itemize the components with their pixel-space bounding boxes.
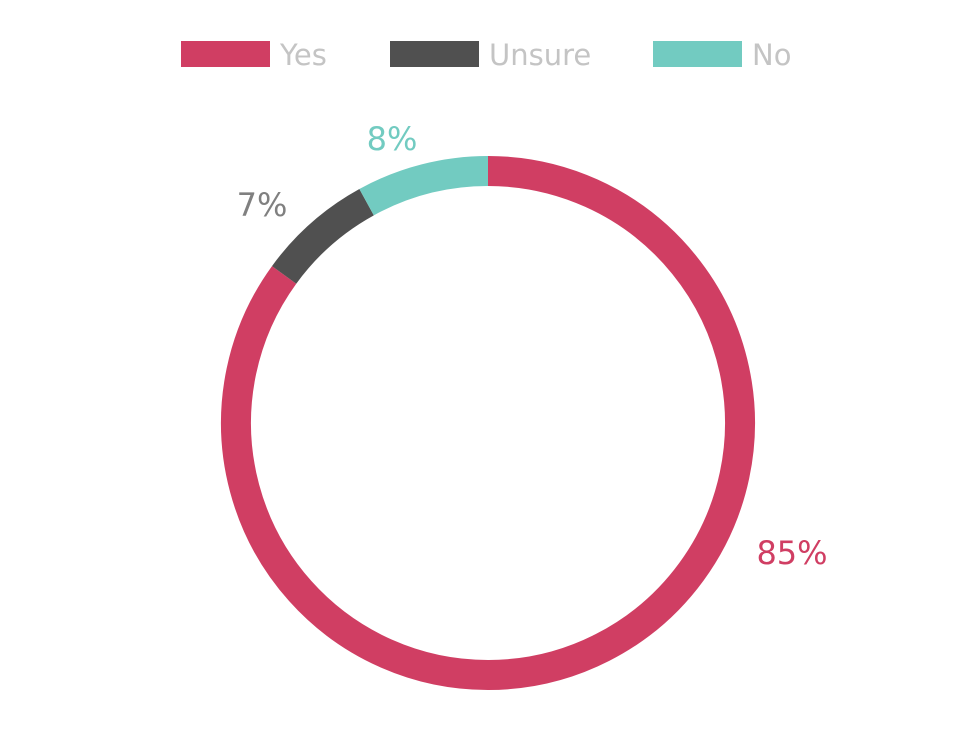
donut-slice-yes — [221, 156, 755, 690]
legend-label-unsure: Unsure — [489, 38, 591, 72]
slice-label-unsure: 7% — [237, 186, 288, 224]
donut-slice-unsure — [271, 189, 375, 284]
slice-label-yes: 85% — [756, 534, 827, 572]
legend-swatch-unsure — [390, 41, 479, 67]
slice-label-no: 8% — [367, 120, 418, 158]
legend-swatch-no — [653, 41, 742, 67]
donut-slice-no — [359, 156, 489, 216]
chart-legend: Yes Unsure No — [181, 38, 791, 72]
legend-label-yes: Yes — [279, 38, 327, 72]
slice-labels: 85% 7% 8% — [237, 120, 828, 572]
legend-label-no: No — [752, 38, 791, 72]
legend-swatch-yes — [181, 41, 270, 67]
donut-ring — [221, 156, 755, 690]
